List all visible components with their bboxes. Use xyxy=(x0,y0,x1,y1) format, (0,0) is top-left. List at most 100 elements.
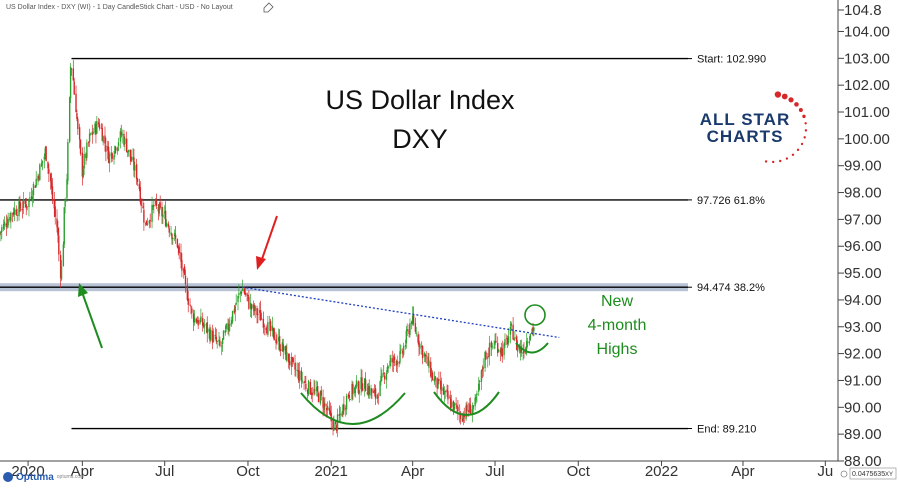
axis-corner-icon[interactable] xyxy=(840,470,848,478)
candle xyxy=(387,365,389,373)
candle xyxy=(190,305,192,315)
x-tick-label: Oct xyxy=(567,463,591,480)
candle xyxy=(377,392,379,405)
candle xyxy=(151,196,153,229)
candle xyxy=(231,310,234,324)
y-tick-label: 101.00 xyxy=(844,104,890,121)
candle xyxy=(265,326,267,336)
candle xyxy=(180,243,182,269)
candle xyxy=(409,318,411,338)
logo-star xyxy=(804,129,808,132)
candle xyxy=(59,250,62,288)
candle xyxy=(157,204,160,221)
candle xyxy=(499,347,502,362)
candle xyxy=(53,191,55,218)
candle xyxy=(335,420,337,431)
candle xyxy=(113,150,115,165)
candle xyxy=(184,269,187,293)
candle xyxy=(191,306,193,319)
candle xyxy=(69,62,72,104)
candle xyxy=(214,327,217,340)
candle xyxy=(224,325,227,336)
candle xyxy=(351,380,353,402)
logo-star xyxy=(764,160,768,163)
candle xyxy=(298,362,301,389)
y-tick-label: 97.00 xyxy=(844,211,882,228)
y-value-badge: 0.0475635 XY xyxy=(849,467,897,480)
candle xyxy=(488,335,491,366)
candle xyxy=(235,294,237,306)
candle xyxy=(495,333,497,344)
candle xyxy=(328,400,331,415)
candle xyxy=(419,342,421,355)
candle xyxy=(310,387,313,400)
candle xyxy=(240,290,242,303)
candle xyxy=(380,367,382,386)
candle xyxy=(500,342,503,357)
candle xyxy=(316,381,319,397)
logo-star xyxy=(771,160,775,164)
candle xyxy=(221,338,224,352)
candle xyxy=(406,323,408,337)
candle xyxy=(267,315,269,337)
levels-layer: Start: 102.990 97.726 61.8% 94.474 38.2% En… xyxy=(0,54,766,436)
candle xyxy=(211,324,214,350)
candle xyxy=(503,342,505,360)
level-label-0: Start: 102.990 xyxy=(697,54,766,66)
candle xyxy=(5,214,8,236)
header-pencil-icon[interactable] xyxy=(263,2,274,13)
candle xyxy=(12,207,15,217)
candle xyxy=(28,198,30,217)
candle xyxy=(485,350,487,360)
candle xyxy=(510,321,513,331)
candle xyxy=(313,379,315,397)
candle xyxy=(376,393,379,404)
candle xyxy=(427,352,429,367)
candle xyxy=(10,211,12,229)
level-label-3: End: 89.210 xyxy=(697,424,756,436)
y-tick-label: 95.00 xyxy=(844,265,882,282)
candle xyxy=(425,351,427,364)
candle xyxy=(117,137,120,152)
candle xyxy=(77,116,79,135)
candle xyxy=(395,359,398,372)
candle xyxy=(434,375,436,388)
candle xyxy=(32,181,35,204)
candle xyxy=(314,380,316,395)
candle xyxy=(374,384,377,406)
candle xyxy=(392,350,394,372)
candle xyxy=(256,305,258,324)
candle xyxy=(144,222,147,227)
y-tick-label: 100.00 xyxy=(844,131,890,148)
level-label-1: 97.726 61.8% xyxy=(697,195,765,207)
logo-star xyxy=(804,122,807,125)
candle xyxy=(129,149,132,165)
candle xyxy=(393,353,396,367)
candle xyxy=(58,227,60,262)
candle xyxy=(402,342,405,358)
candle xyxy=(172,237,174,245)
candle xyxy=(161,201,163,224)
candle xyxy=(487,347,490,358)
candle xyxy=(16,208,18,222)
candle xyxy=(493,340,495,350)
candle xyxy=(512,316,514,340)
candle xyxy=(249,293,252,318)
candle xyxy=(29,191,31,202)
y-tick-label: 89.00 xyxy=(844,426,882,443)
candle xyxy=(40,159,43,168)
candle xyxy=(178,243,180,260)
logo-star xyxy=(794,102,799,107)
candle xyxy=(506,335,509,348)
candle xyxy=(533,326,535,337)
candle xyxy=(478,379,481,391)
candle xyxy=(39,163,41,181)
candle xyxy=(49,172,52,190)
x-tick-label: Jul xyxy=(485,463,504,480)
y-tick-label: 103.00 xyxy=(844,50,890,67)
candle xyxy=(373,384,376,397)
candle xyxy=(491,342,494,350)
candle xyxy=(200,308,202,323)
candle xyxy=(149,213,151,228)
candle xyxy=(51,177,54,205)
